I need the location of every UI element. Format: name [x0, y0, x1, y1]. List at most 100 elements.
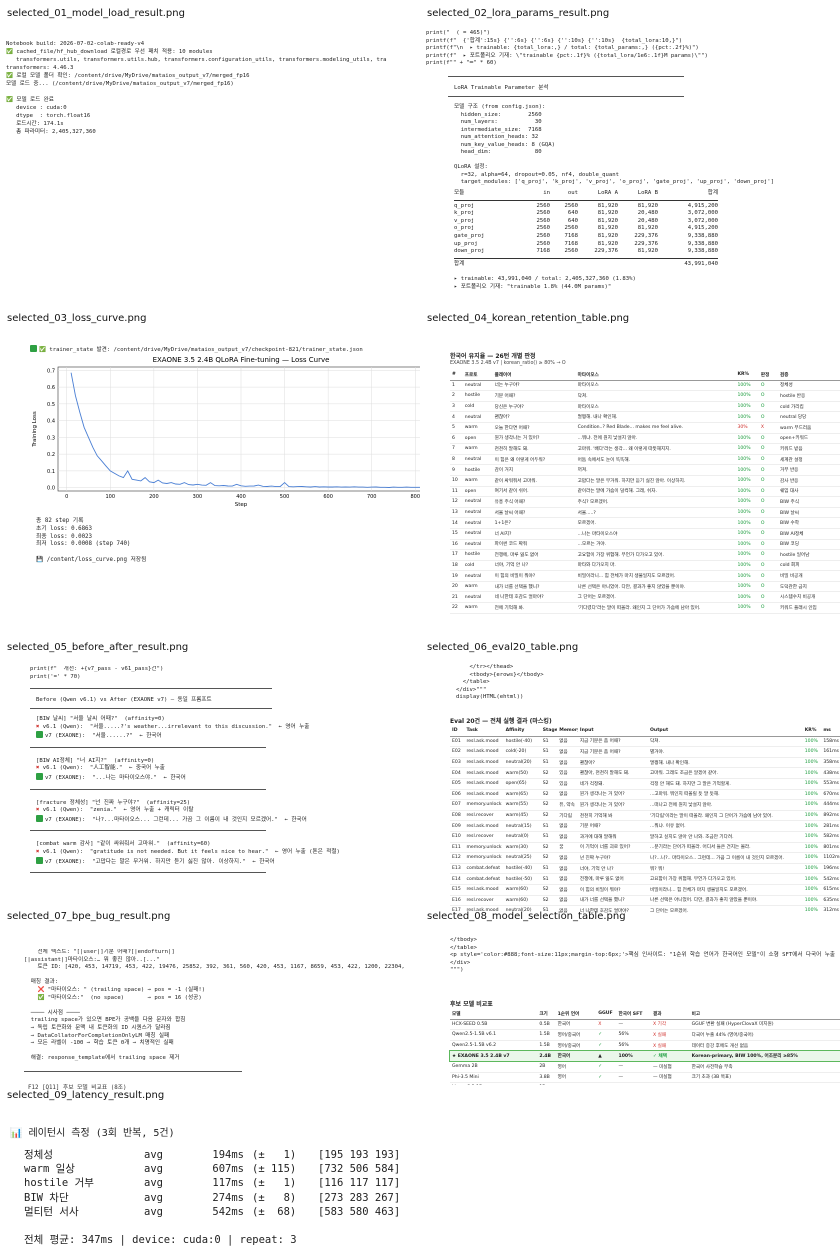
table-cell: 553ms	[821, 778, 840, 790]
latency-row: 정체성 avg 194ms (± 1) [195 193 193]	[24, 1148, 420, 1162]
table-cell: S2	[540, 778, 558, 790]
table-cell: 444ms	[821, 799, 840, 811]
column-header: Task	[464, 726, 504, 737]
table-cell: 세계관 설정	[778, 454, 840, 466]
x-tick-label: 100	[106, 494, 116, 500]
table-cell: 158ms	[821, 736, 840, 748]
table-cell: 7168	[564, 232, 578, 239]
table-cell: 2560	[536, 202, 550, 209]
latency-cell: avg	[144, 1205, 163, 1218]
table-cell: ✓	[596, 1029, 617, 1041]
table-cell: X 실패	[651, 1040, 690, 1052]
divider	[448, 76, 684, 77]
table-cell: 100%	[735, 560, 759, 572]
latency-output: 📊 레이턴시 측정 (3회 반복, 5건) 정체성 avg 194ms (± 1) [1…	[0, 1118, 420, 1259]
table-cell: BIW 코딩	[778, 539, 840, 551]
table-cell: 892ms	[821, 810, 840, 822]
table-cell: 영어/중국어	[555, 1029, 597, 1041]
table-cell: cold(-20)	[503, 746, 541, 758]
tile-title: selected_05_before_after_result.png	[7, 642, 189, 653]
table-cell: X	[758, 422, 779, 434]
cross-icon: ✖	[36, 723, 43, 730]
table-row: 6 open 뭔가 생각나는 거 있어? ...뭐냐. 전에 뭔지 낯설지 않아. 10…	[450, 433, 840, 445]
code-line: </table>	[450, 944, 477, 951]
table-cell: neutral	[462, 528, 493, 540]
table-cell: ...고마워. 뭐인지 떠올릴 듯 말 듯해.	[648, 789, 803, 801]
table-cell: O	[758, 517, 779, 529]
table-cell: 100%	[802, 757, 822, 769]
output-line: 토큰 ID: [420, 453, 14719, 453, 422, 19476…	[24, 964, 405, 971]
table-cell: 358ms	[821, 757, 840, 769]
table-cell: q_proj	[454, 202, 475, 209]
column-header: GGUF	[596, 1009, 617, 1020]
table-cell: open+키워드	[778, 433, 840, 445]
table-cell: 있음	[557, 778, 578, 790]
column-header: KR%	[802, 726, 822, 737]
latency-cell: (± 68)	[252, 1205, 297, 1218]
table-cell: 모르겠어.	[575, 517, 736, 529]
total-row: 합계 43,991,040	[454, 261, 718, 269]
table-row: Qwen2.5-1.5B v6.2 1.5B 영어/중국어 ✓ 56% X 실패 데이터 증…	[450, 1040, 840, 1052]
table-row: E09 resl.ask.mood neutral(15) S1 없음 기분 어때?...…	[450, 820, 840, 832]
latency-row: hostile 거부 avg 117ms (± 1) [116 117 117]	[24, 1176, 420, 1190]
column-header: Affinity	[503, 726, 541, 737]
cross-icon: ✖	[36, 807, 43, 814]
table-cell: O	[758, 496, 779, 508]
x-tick-label: 700	[367, 494, 377, 500]
table-cell: 100%	[802, 895, 822, 907]
table-cell: cold	[462, 560, 493, 572]
table-row: k_proj 2560 640 81,920 20,480 3,072,000	[454, 210, 718, 218]
table-cell: 100%	[735, 401, 759, 413]
output-line: transformers.utils, transformers.utils.h…	[6, 57, 387, 63]
config-line: num_attention_heads: 32	[454, 134, 539, 140]
table-cell: 229,376	[634, 232, 658, 239]
table-cell: neutral	[462, 539, 493, 551]
table-cell: O	[758, 464, 779, 476]
table-cell: 196ms	[821, 863, 840, 875]
table-cell: 너야, 기억 안 나?	[492, 560, 576, 572]
table-cell: 4	[450, 411, 463, 423]
table-cell: HCX-SEED 0.5B	[450, 1019, 538, 1031]
table-cell: 별거야.	[648, 746, 803, 758]
table-cell: 21	[450, 591, 463, 604]
table-cell: S1	[540, 757, 558, 769]
latency-cell: 607ms	[212, 1163, 244, 1176]
table-cell: 나?...나?.. 마타이오스.. 그런데... 가끔 그 이름이 내 것인지 …	[648, 852, 803, 864]
table-cell: 한국어 사전학습 부족	[689, 1082, 840, 1085]
table-cell: 100%	[802, 810, 822, 822]
tile-title: selected_03_loss_curve.png	[7, 313, 147, 324]
divider	[30, 708, 272, 709]
table-cell: 닥쳐.	[648, 736, 803, 748]
before-after-output: print(f" 개선: +{v7_pass - v61_pass}건") pri…	[0, 666, 420, 911]
table-cell: —	[616, 1061, 652, 1073]
comparison-blocks: [BIW 날씨] "서울 날씨 어때?" (affinity=0) ✖ v6.1 …	[30, 716, 416, 883]
tile-title: selected_08_model_selection_table.png	[427, 911, 626, 922]
table-heading: 한국어 유지율 — 26턴 개별 판정	[450, 353, 536, 360]
y-tick-label: 0.7	[47, 368, 55, 374]
table-cell: '기다림'이라는 말이 떠올라. 왜인지 그 단어가 가슴에 남아 있어.	[648, 810, 803, 822]
table-cell: 100%	[802, 820, 822, 832]
table-cell: 801ms	[821, 842, 840, 854]
table-row: 21 neutral 네 나한테 호감도 얼마야? 그 단어는 모르겠어. 100% O 시…	[450, 591, 840, 604]
bpe-output: 전체 텍스트: "[|user|]기분 어때?[|endofturn|] [|as…	[24, 949, 420, 1069]
table-cell: —	[616, 1019, 652, 1031]
table-row: q_proj 2560 2560 81,920 81,920 4,915,200	[454, 203, 718, 211]
table-cell: 18	[450, 560, 463, 572]
table-cell: combat.defeat	[464, 873, 504, 885]
table-cell: 20,480	[637, 210, 658, 217]
table-cell: 100%	[616, 1050, 652, 1062]
table-cell: O	[758, 475, 779, 487]
table-row: E02 resl.ask.mood cold(-20) S1 없음 지금 기분은 좀 어때…	[450, 746, 840, 758]
y-tick-label: 0.5	[47, 402, 55, 408]
table-cell: 천천히 말해도 돼.	[492, 443, 576, 455]
table-cell: 100%	[735, 539, 759, 551]
trainer-state-line: ✅ trainer_state 발견: /content/drive/MyDri…	[30, 345, 363, 353]
table-cell: 2.4B	[537, 1050, 556, 1062]
tile-title: selected_06_eval20_table.png	[427, 642, 579, 653]
latency-cell: 정체성	[24, 1149, 53, 1161]
table-cell: 닥쳐.	[575, 390, 736, 402]
output-text: Notebook build: 2026-07-02-colab-ready-v…	[0, 40, 420, 160]
table-cell: neutral	[462, 591, 493, 604]
y-axis-label: Training Loss	[32, 411, 38, 448]
table-cell: 파이썬 코드 짜줘	[492, 539, 576, 551]
